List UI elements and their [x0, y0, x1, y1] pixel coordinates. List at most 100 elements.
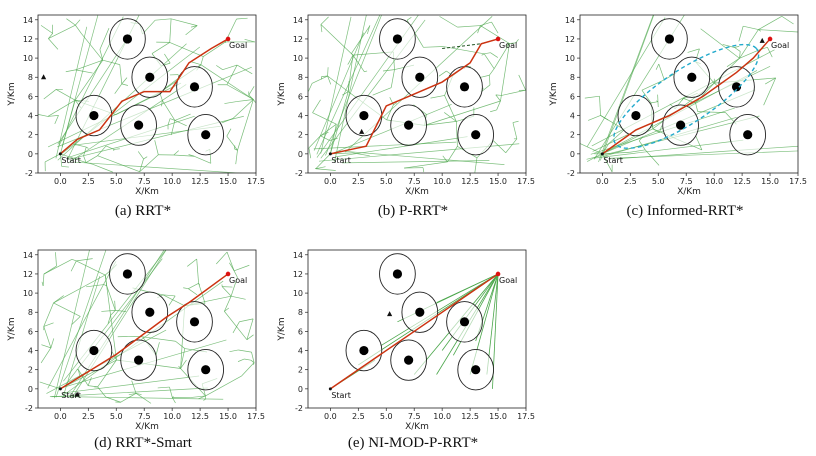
tree-branch [315, 153, 331, 169]
x-tick-label: 17.5 [517, 412, 535, 421]
tree-branch [644, 149, 660, 166]
start-label: Start [61, 156, 81, 165]
tree-branch [162, 294, 185, 307]
tree-branch [629, 149, 646, 153]
tree-branch [190, 25, 198, 28]
x-tick-label: 12.5 [191, 412, 209, 421]
tree-branch [225, 41, 227, 44]
tree-branch [248, 86, 255, 96]
tree-branch [758, 29, 762, 32]
tree-branch [443, 46, 485, 55]
obstacle-core [664, 34, 675, 44]
tree-branch [430, 95, 445, 99]
y-tick-label: 8 [570, 73, 575, 82]
obstacle-core [359, 345, 369, 356]
tree-branch [315, 168, 336, 171]
x-axis-label: X/Km [135, 422, 159, 432]
tree-branch [438, 70, 447, 77]
plot-area [38, 15, 256, 173]
tree-branch [85, 155, 98, 163]
tree-branch [47, 115, 59, 117]
tree-branch [106, 285, 116, 311]
x-tick-label: 17.5 [517, 177, 535, 186]
tree-branch [137, 151, 144, 160]
y-tick-label: 10 [23, 289, 33, 298]
tree-branch [76, 260, 106, 276]
obstacle-core [134, 120, 144, 130]
start-label: Start [331, 156, 351, 165]
obstacle [718, 66, 755, 108]
tree-branch [172, 396, 174, 398]
tree-branch [764, 77, 776, 85]
tree-branch [43, 265, 57, 275]
x-axis-label: X/Km [405, 187, 429, 197]
tree-branch [237, 358, 245, 362]
y-axis-label: Y/Km [277, 317, 287, 341]
obstacle-core [134, 355, 144, 365]
tree-branch [244, 358, 251, 361]
tree-branch [216, 65, 223, 70]
tree-branch [168, 295, 176, 306]
y-tick-label: 6 [298, 92, 303, 101]
obstacle [446, 301, 483, 343]
triangle-marker [359, 128, 365, 134]
plot-area [580, 15, 798, 173]
y-tick-label: 2 [570, 131, 575, 140]
y-tick-label: 0 [28, 150, 33, 159]
tree-branch [224, 311, 248, 340]
x-tick-label: 0.0 [596, 177, 609, 186]
tree-branch [44, 153, 61, 163]
tree-branch [312, 99, 321, 113]
tree-branch [169, 118, 176, 121]
obstacle-core [189, 317, 200, 327]
tree-branch [188, 288, 198, 296]
tree-branch [248, 94, 254, 100]
tree-branch [246, 318, 254, 340]
x-tick-label: 10.0 [705, 177, 723, 186]
tree-branch [308, 147, 312, 159]
y-tick-label: 12 [293, 35, 303, 44]
tree-branch [47, 99, 76, 117]
y-tick-label: 10 [293, 289, 303, 298]
tree-branch [70, 260, 77, 272]
axes-frame [307, 249, 527, 409]
start-label: Start [61, 391, 81, 400]
obstacle [75, 329, 113, 372]
tree-branch [781, 15, 794, 25]
tree-branch [382, 69, 395, 72]
x-tick-label: 5.0 [380, 177, 393, 186]
tree-branch [104, 274, 117, 361]
tree-branch [422, 167, 425, 173]
tree-branch [110, 310, 116, 316]
tree-branch [512, 120, 519, 123]
tree-branch [320, 135, 330, 141]
tree-branch [480, 25, 510, 44]
tree-branch [251, 352, 255, 363]
tree-branch [484, 52, 491, 55]
tree-branch [495, 94, 502, 96]
x-tick-label: 0.0 [54, 177, 67, 186]
obstacle-core [731, 82, 742, 92]
tree-branch [60, 153, 63, 167]
x-tick-label: 15.0 [219, 177, 237, 186]
tree-branch [224, 296, 232, 312]
tree-branch [48, 38, 59, 50]
y-tick-label: -2 [295, 404, 303, 413]
y-tick-label: 10 [293, 54, 303, 63]
tree-branch [203, 398, 206, 401]
tree-branch [505, 43, 510, 47]
obstacle [176, 301, 213, 343]
tree-branch [235, 150, 238, 165]
obstacle-core [743, 130, 753, 140]
axes-frame [37, 14, 257, 174]
tree-branch [481, 53, 485, 56]
tree-branch [393, 102, 398, 106]
tree-branch [161, 100, 163, 107]
obstacle [120, 339, 157, 381]
tree-branch [236, 99, 254, 102]
tree-branch [169, 18, 172, 43]
y-tick-label: 4 [298, 112, 303, 121]
obstacle [345, 94, 383, 137]
tree-branch [230, 277, 238, 297]
tree-branch [491, 21, 499, 34]
